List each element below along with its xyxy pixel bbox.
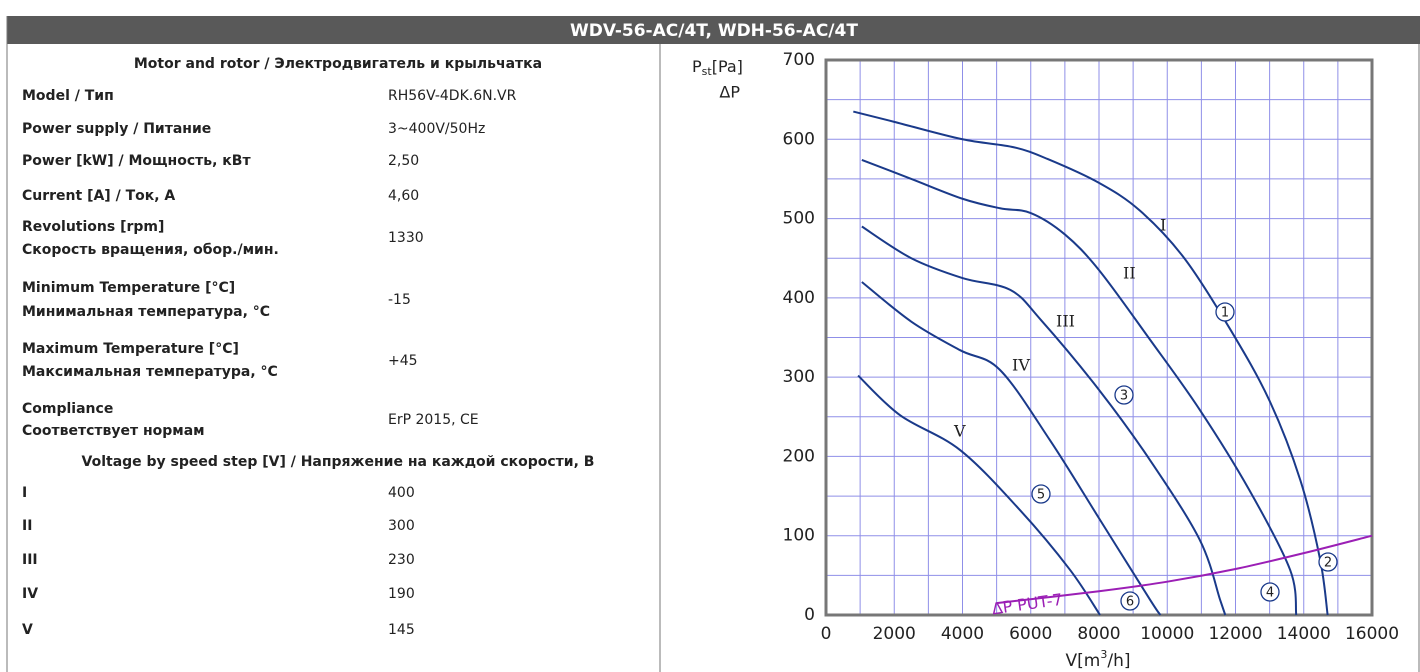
table-title: Motor and rotor / Электродвигатель и кры…	[134, 56, 542, 72]
series-line	[996, 534, 1373, 605]
x-tick-label: 10000	[1140, 624, 1194, 644]
y-tick-label: 600	[783, 129, 815, 149]
series-line	[861, 158, 1298, 616]
x-axis-label-part: 3	[1100, 648, 1107, 661]
cell-label: III	[22, 552, 38, 568]
series-label: V	[953, 422, 966, 441]
cell-value: 4,60	[388, 188, 419, 204]
cell-label: Maximum Temperature [°C]	[22, 341, 239, 357]
table: Model / Тип RH56V-4DK.6N.VR Power supply /…	[22, 88, 517, 638]
cell-value: 400	[388, 485, 415, 501]
x-tick-label: 14000	[1277, 624, 1331, 644]
cell-label: Минимальная температура, °C	[22, 304, 270, 320]
x-tick-label: 8000	[1077, 624, 1120, 644]
cell-value: 230	[388, 552, 415, 568]
x-tick-label: 16000	[1345, 624, 1399, 644]
header-title: WDV-56-AC/4T, WDH-56-AC/4T	[570, 21, 858, 41]
marker-circle	[1215, 302, 1235, 322]
marker-circle	[1114, 385, 1134, 405]
cell-value: 145	[388, 622, 415, 638]
section-title: Voltage by speed step [V] / Напряжение н…	[82, 454, 595, 470]
cell-label: Соответствует нормам	[22, 423, 205, 439]
series-line	[861, 225, 1227, 616]
cell-value: 1330	[388, 230, 424, 246]
x-axis-label: V[m3/h]	[1066, 648, 1131, 671]
y-axis-label-part: st	[702, 65, 713, 78]
cell-label: Compliance	[22, 401, 113, 417]
x-tick-label: 12000	[1208, 624, 1262, 644]
marker-label: 1	[1221, 306, 1229, 321]
marker-circle	[1120, 591, 1140, 611]
cell-label: Power [kW] / Мощность, кВт	[22, 153, 251, 169]
cell-value: ErP 2015, CE	[388, 412, 479, 428]
x-axis-label-part: V[m	[1066, 651, 1101, 671]
cell-label: Model / Тип	[22, 88, 114, 104]
chart: 0 100 200 300 400 500 600 700 0 2000 4000 6000 8000 1…	[692, 50, 1399, 671]
cell-label: II	[22, 518, 32, 534]
marker-circle	[1318, 552, 1338, 572]
y-tick-label: 0	[804, 605, 815, 625]
cell-label: Power supply / Питание	[22, 121, 211, 137]
cell-value: RH56V-4DK.6N.VR	[388, 88, 517, 104]
series-label: I	[1160, 216, 1166, 235]
y-axis-label2: ΔP	[719, 83, 740, 102]
cell-value: 190	[388, 586, 415, 602]
x-tick-label: 4000	[941, 624, 984, 644]
y-tick-label: 500	[783, 209, 815, 229]
marker-label: 6	[1126, 595, 1134, 610]
cell-value: +45	[388, 353, 418, 369]
cell-label: Максимальная температура, °C	[22, 364, 278, 380]
cell-value: 2,50	[388, 153, 419, 169]
marker-circle	[1260, 582, 1280, 602]
x-axis-label-part: /h]	[1107, 651, 1130, 671]
y-tick-label: 400	[783, 288, 815, 308]
y-tick-label: 100	[783, 526, 815, 546]
y-axis-label-part: [Pa]	[712, 57, 743, 76]
series-line	[857, 374, 1101, 616]
series-label: IV	[1012, 356, 1030, 375]
series-label: III	[1056, 312, 1075, 331]
y-tick-label: 700	[783, 50, 815, 70]
y-tick-label: 200	[783, 446, 815, 466]
marker-circle	[1031, 484, 1051, 504]
cell-label: Minimum Temperature [°C]	[22, 280, 235, 296]
cell-label: Current [A] / Ток, А	[22, 188, 175, 204]
marker-label: 2	[1324, 556, 1332, 571]
marker-label: 4	[1266, 586, 1274, 601]
header-bar	[7, 16, 1420, 44]
cell-value: 3~400V/50Hz	[388, 121, 485, 137]
series-line	[861, 281, 1162, 616]
y-axis-label: Pst[Pa]	[692, 57, 743, 79]
cell-label: IV	[22, 586, 38, 602]
cell-label: I	[22, 485, 27, 501]
y-axis-label-part: P	[692, 57, 702, 76]
x-tick-label: 6000	[1009, 624, 1052, 644]
y-tick-label: 300	[783, 367, 815, 387]
cell-label: V	[22, 622, 33, 638]
cell-value: -15	[388, 292, 411, 308]
marker-label: 5	[1037, 488, 1045, 503]
cell-label: Скорость вращения, обор./мин.	[22, 242, 279, 258]
series-line	[853, 110, 1329, 616]
series-label: II	[1123, 264, 1136, 283]
cell-label: Revolutions [rpm]	[22, 219, 164, 235]
x-tick-label: 2000	[873, 624, 916, 644]
cell-value: 300	[388, 518, 415, 534]
marker-label: 3	[1120, 389, 1128, 404]
x-tick-label: 0	[821, 624, 832, 644]
